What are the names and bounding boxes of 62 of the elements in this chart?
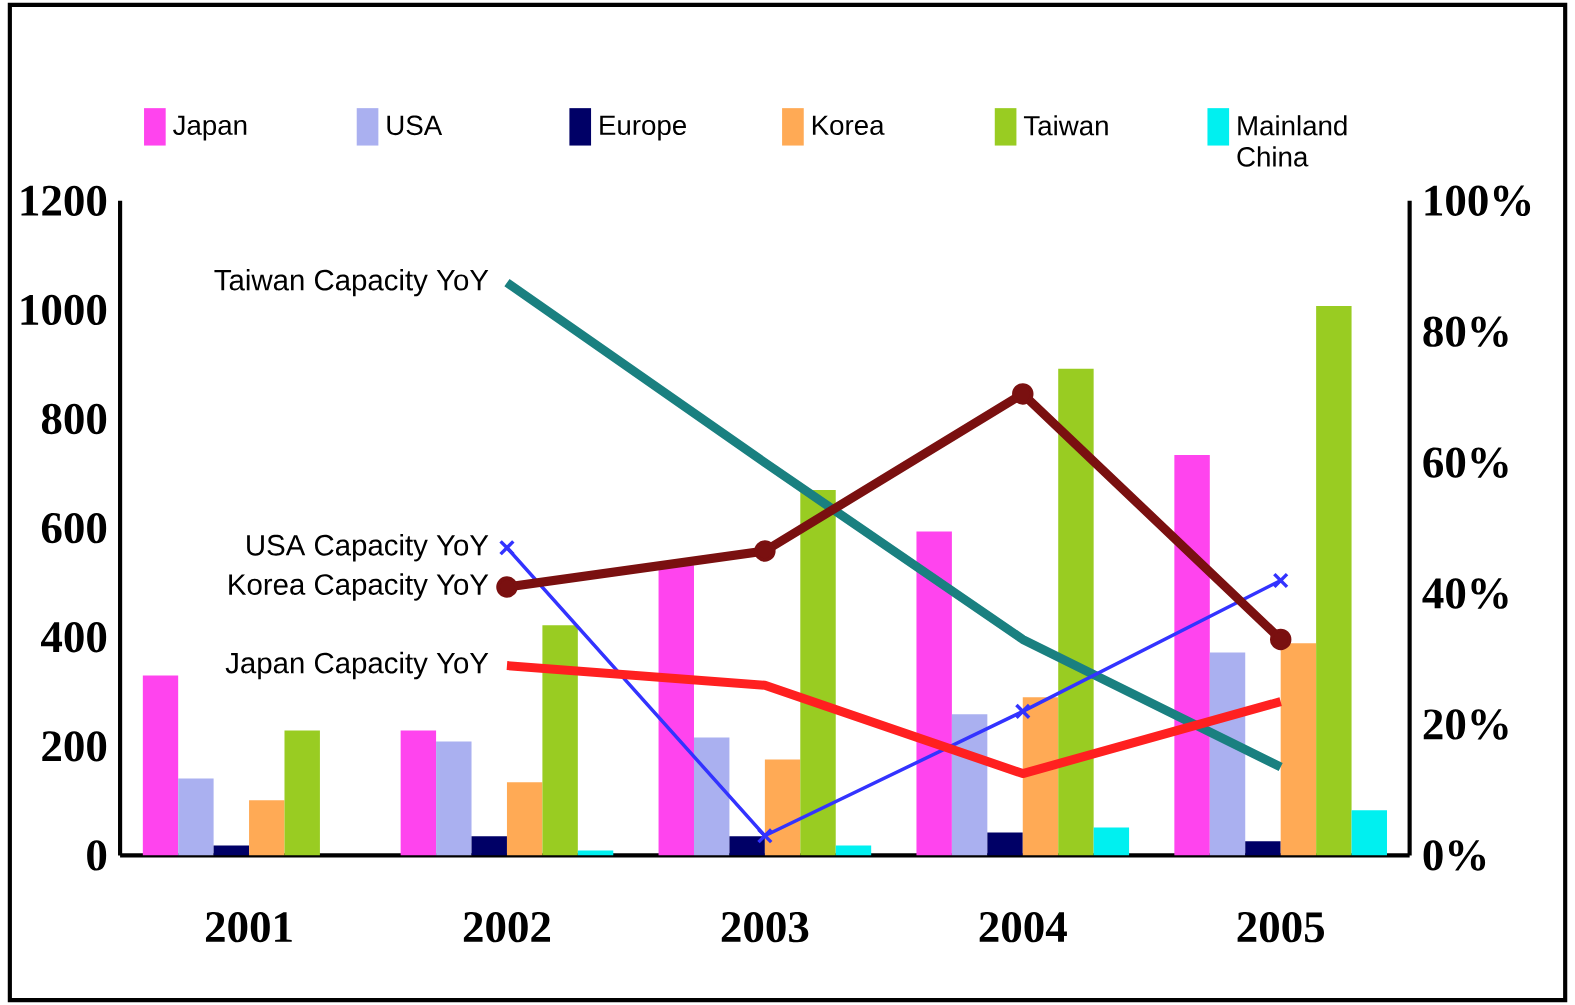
point <box>1012 383 1034 405</box>
bar <box>916 531 952 856</box>
legend-label: Japan <box>173 115 247 141</box>
bar <box>249 800 285 856</box>
point <box>496 576 518 598</box>
y2-tick-label: 20% <box>1423 709 1508 740</box>
y2-tick-label: 40% <box>1422 578 1508 609</box>
y-tick-label: 1000 <box>21 294 107 326</box>
series-label: USA Capacity YoY <box>247 534 489 562</box>
bar <box>400 730 437 856</box>
y-tick-label: 200 <box>42 731 107 762</box>
bar <box>729 836 765 856</box>
y2-tick-label: 60% <box>1423 447 1508 478</box>
point <box>498 539 516 556</box>
x-tick-label: 2001 <box>205 911 292 943</box>
bar <box>1093 827 1130 856</box>
series-label: Japan Capacity YoY <box>225 651 489 680</box>
x-tick-label: 2002 <box>463 911 551 943</box>
y-tick-label: 400 <box>41 622 107 653</box>
point <box>1272 572 1289 589</box>
bar <box>1316 306 1352 856</box>
series-label: Korea Capacity YoY <box>229 573 489 601</box>
point <box>1269 628 1292 651</box>
bar <box>471 836 507 856</box>
legend-label: USA <box>387 115 443 136</box>
bar <box>284 730 320 856</box>
y2-tick-label: 100% <box>1425 185 1531 217</box>
bar <box>693 737 730 856</box>
legend-label: Mainland China <box>1237 115 1347 167</box>
x-tick-label: 2004 <box>979 911 1067 943</box>
bar <box>1280 643 1317 856</box>
bar <box>658 565 694 856</box>
bar <box>178 778 214 856</box>
y-tick-label: 1200 <box>21 185 107 216</box>
y2-tick-label: 0% <box>1423 840 1486 871</box>
bar <box>1022 697 1059 856</box>
point <box>756 827 773 844</box>
x-tick-label: 2005 <box>1237 911 1324 943</box>
y2-tick-label: 80% <box>1423 316 1508 347</box>
bar <box>542 625 578 856</box>
bar <box>1058 368 1094 856</box>
bar <box>835 845 872 856</box>
bar <box>1351 810 1387 856</box>
bar <box>987 832 1023 856</box>
bar <box>764 759 801 856</box>
point <box>754 540 776 562</box>
bar <box>506 782 543 856</box>
legend-label: Korea <box>812 115 885 135</box>
bar <box>436 741 472 856</box>
y-tick-label: 600 <box>41 512 107 544</box>
series-label: Taiwan Capacity YoY <box>214 268 489 297</box>
bar <box>1174 455 1210 856</box>
x-tick-label: 2003 <box>721 911 809 943</box>
y-tick-label: 800 <box>41 403 107 435</box>
bar <box>1245 841 1281 856</box>
bar <box>142 675 179 856</box>
bar <box>213 845 250 856</box>
bar <box>800 489 836 856</box>
legend-label: Taiwan <box>1023 115 1108 136</box>
legend-label: Europe <box>600 115 686 141</box>
y-tick-label: 0 <box>87 840 107 871</box>
point <box>1014 703 1031 720</box>
